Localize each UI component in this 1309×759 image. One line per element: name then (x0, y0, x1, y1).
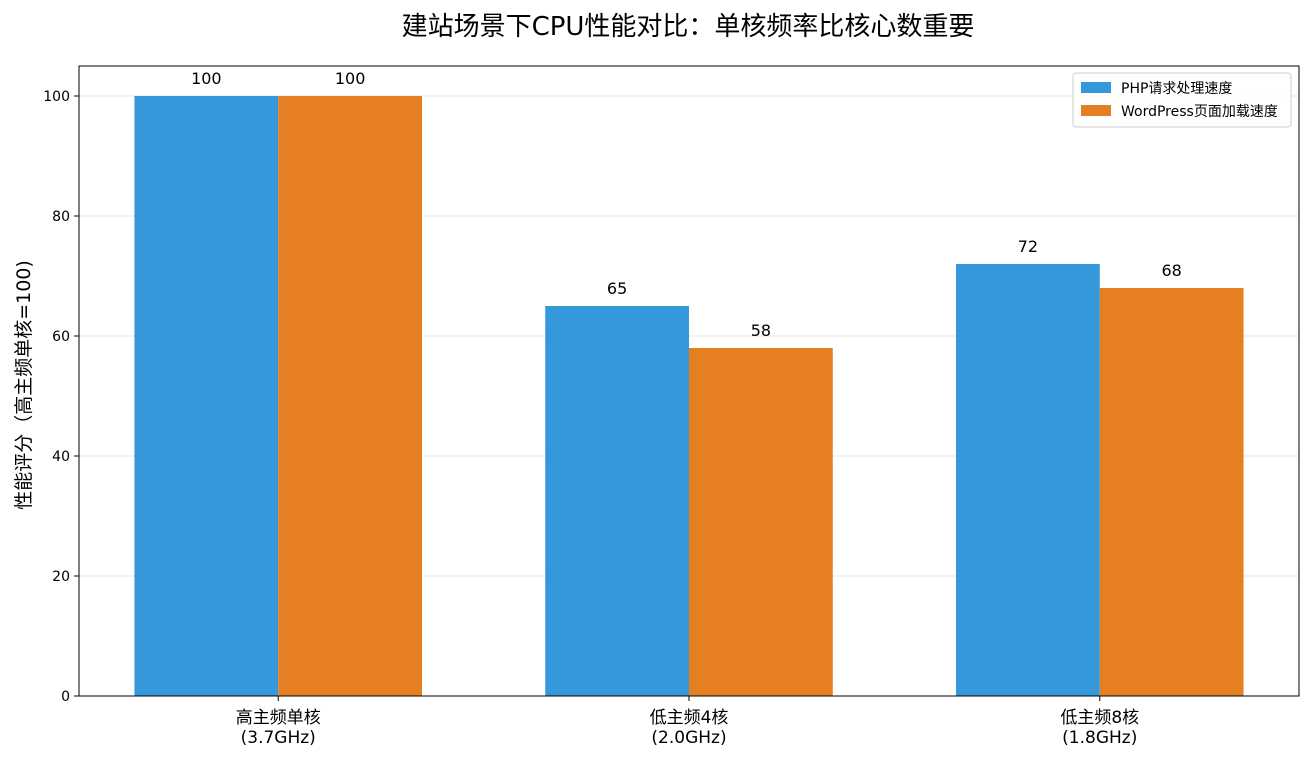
bar-value-label: 100 (335, 69, 366, 88)
x-tick-label: (3.7GHz) (241, 728, 316, 748)
bar (956, 264, 1100, 696)
bar-value-label: 100 (191, 69, 222, 88)
bar-value-label: 65 (607, 279, 627, 298)
y-tick-label: 60 (52, 329, 70, 345)
bar-value-label: 68 (1161, 261, 1181, 280)
legend-label: WordPress页面加载速度 (1121, 104, 1278, 120)
x-tick-label: 高主频单核 (236, 708, 321, 728)
y-axis-label: 性能评分（高主频单核=100) (13, 260, 35, 510)
bar (278, 96, 422, 696)
x-tick-label: (1.8GHz) (1062, 728, 1137, 748)
y-axis: 0 20 40 60 80 100 (43, 89, 79, 705)
x-axis: 高主频单核(3.7GHz) 低主频4核(2.0GHz) 低主频8核(1.8GHz) (236, 696, 1139, 748)
bar-value-label: 72 (1018, 237, 1038, 256)
data-labels: 100 65 72 100 58 68 (191, 69, 1182, 340)
bar (689, 348, 833, 696)
legend: PHP请求处理速度 WordPress页面加载速度 (1072, 72, 1292, 128)
y-tick-label: 0 (61, 689, 70, 705)
bar (134, 96, 279, 696)
legend-box (1072, 72, 1292, 128)
bars (134, 96, 1244, 696)
y-tick-label: 100 (43, 89, 70, 105)
y-tick-label: 40 (52, 449, 70, 465)
y-tick-label: 20 (52, 569, 70, 585)
bar (545, 306, 689, 696)
legend-swatch (1081, 82, 1111, 93)
chart-title: 建站场景下CPU性能对比：单核频率比核心数重要 (402, 12, 975, 42)
x-tick-label: (2.0GHz) (651, 728, 726, 748)
legend-label: PHP请求处理速度 (1121, 81, 1232, 97)
bar (1099, 288, 1244, 696)
bar-value-label: 58 (751, 321, 771, 340)
x-tick-label: 低主频8核 (1060, 708, 1139, 728)
y-tick-label: 80 (52, 209, 70, 225)
legend-swatch (1081, 105, 1111, 116)
x-tick-label: 低主频4核 (650, 708, 729, 728)
